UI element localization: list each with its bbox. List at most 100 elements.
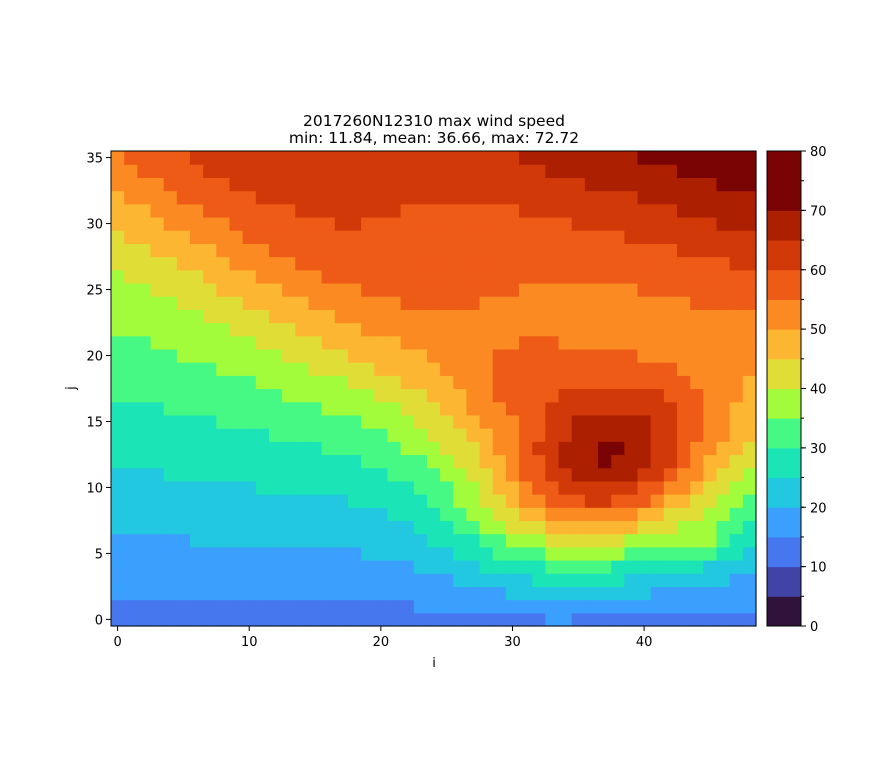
heatmap-cell [558,190,573,205]
heatmap-cell [571,348,586,363]
heatmap-cell [690,586,704,601]
heatmap-cell [677,428,691,442]
heatmap-cell [176,309,191,324]
heatmap-cell [479,388,494,403]
heatmap-cell [690,375,704,390]
heatmap-cell [703,586,718,601]
heatmap-cell [137,546,152,561]
heatmap-cell [611,269,625,284]
heatmap-cell [308,243,323,258]
x-tick-label: 20 [373,635,390,650]
heatmap-cell [282,520,296,535]
heatmap-cell [255,348,270,363]
heatmap-cell [716,414,731,429]
heatmap-cell [545,335,560,350]
heatmap-cell [361,599,375,614]
heatmap-cell [663,164,678,178]
heatmap-cell [255,467,270,482]
heatmap-cell [426,164,441,178]
heatmap-cell [203,309,217,324]
heatmap-cell [492,454,507,469]
heatmap-cell [571,428,586,442]
heatmap-cell [729,296,744,310]
heatmap-cell [426,335,441,350]
heatmap-cell [742,362,757,376]
heatmap-cell [558,494,573,508]
heatmap-cell [189,216,204,231]
heatmap-cell [519,599,533,614]
heatmap-cell [176,428,191,442]
heatmap-cell [716,375,731,390]
heatmap-cell [374,151,389,165]
heatmap-cell [505,428,520,442]
heatmap-cell [479,256,494,271]
heatmap-cell [611,177,625,192]
heatmap-cell [374,203,389,218]
heatmap-cell [624,348,639,363]
heatmap-cell [453,599,467,614]
heatmap-cell [334,599,349,614]
heatmap-cell [571,612,586,627]
heatmap-cell [505,256,520,271]
heatmap-cell [598,441,612,456]
heatmap-cell [545,230,560,244]
heatmap-cell [545,494,560,508]
heatmap-cell [677,454,691,469]
heatmap-cell [203,151,217,165]
heatmap-cell [124,243,138,258]
heatmap-cell [189,533,204,548]
heatmap-cell [519,494,533,508]
heatmap-cell [742,164,757,178]
heatmap-cell [163,507,178,522]
heatmap-cell [361,441,375,456]
heatmap-cell [519,190,533,205]
heatmap-cell [492,296,507,310]
heatmap-cell [637,560,652,574]
heatmap-cell [440,177,454,192]
heatmap-cell [216,296,231,310]
heatmap-cell [571,586,586,601]
heatmap-cell [203,560,217,574]
heatmap-cell [255,388,270,403]
heatmap-cell [571,480,586,495]
heatmap-cell [532,533,546,548]
heatmap-cell [268,282,283,297]
heatmap-cell [347,282,362,297]
heatmap-cell [690,428,704,442]
heatmap-cell [124,216,138,231]
heatmap-cell [519,480,533,495]
heatmap-cell [361,296,375,310]
heatmap-cell [624,375,639,390]
heatmap-cell [176,573,191,588]
heatmap-cell [400,388,415,403]
heatmap-cell [242,151,257,165]
heatmap-cell [334,203,349,218]
heatmap-cell [203,480,217,495]
heatmap-cell [150,480,165,495]
heatmap-cell [571,494,586,508]
heatmap-cell [453,507,467,522]
heatmap-cell [729,216,744,231]
heatmap-cell [374,573,389,588]
heatmap-cell [742,480,757,495]
heatmap-cell [729,164,744,178]
heatmap-cell [584,560,599,574]
heatmap-cell [163,599,178,614]
heatmap-cell [479,494,494,508]
heatmap-cell [716,573,731,588]
heatmap-cell [611,414,625,429]
heatmap-cell [479,269,494,284]
heatmap-cell [624,480,639,495]
heatmap-cell [703,243,718,258]
heatmap-cell [426,560,441,574]
heatmap-cell [558,322,573,337]
heatmap-cell [229,256,244,271]
heatmap-cell [374,375,389,390]
heatmap-cell [176,560,191,574]
heatmap-cell [387,494,402,508]
heatmap-cell [268,322,283,337]
heatmap-cell [124,599,138,614]
heatmap-cell [440,533,454,548]
heatmap-cell [558,480,573,495]
heatmap-cell [440,599,454,614]
